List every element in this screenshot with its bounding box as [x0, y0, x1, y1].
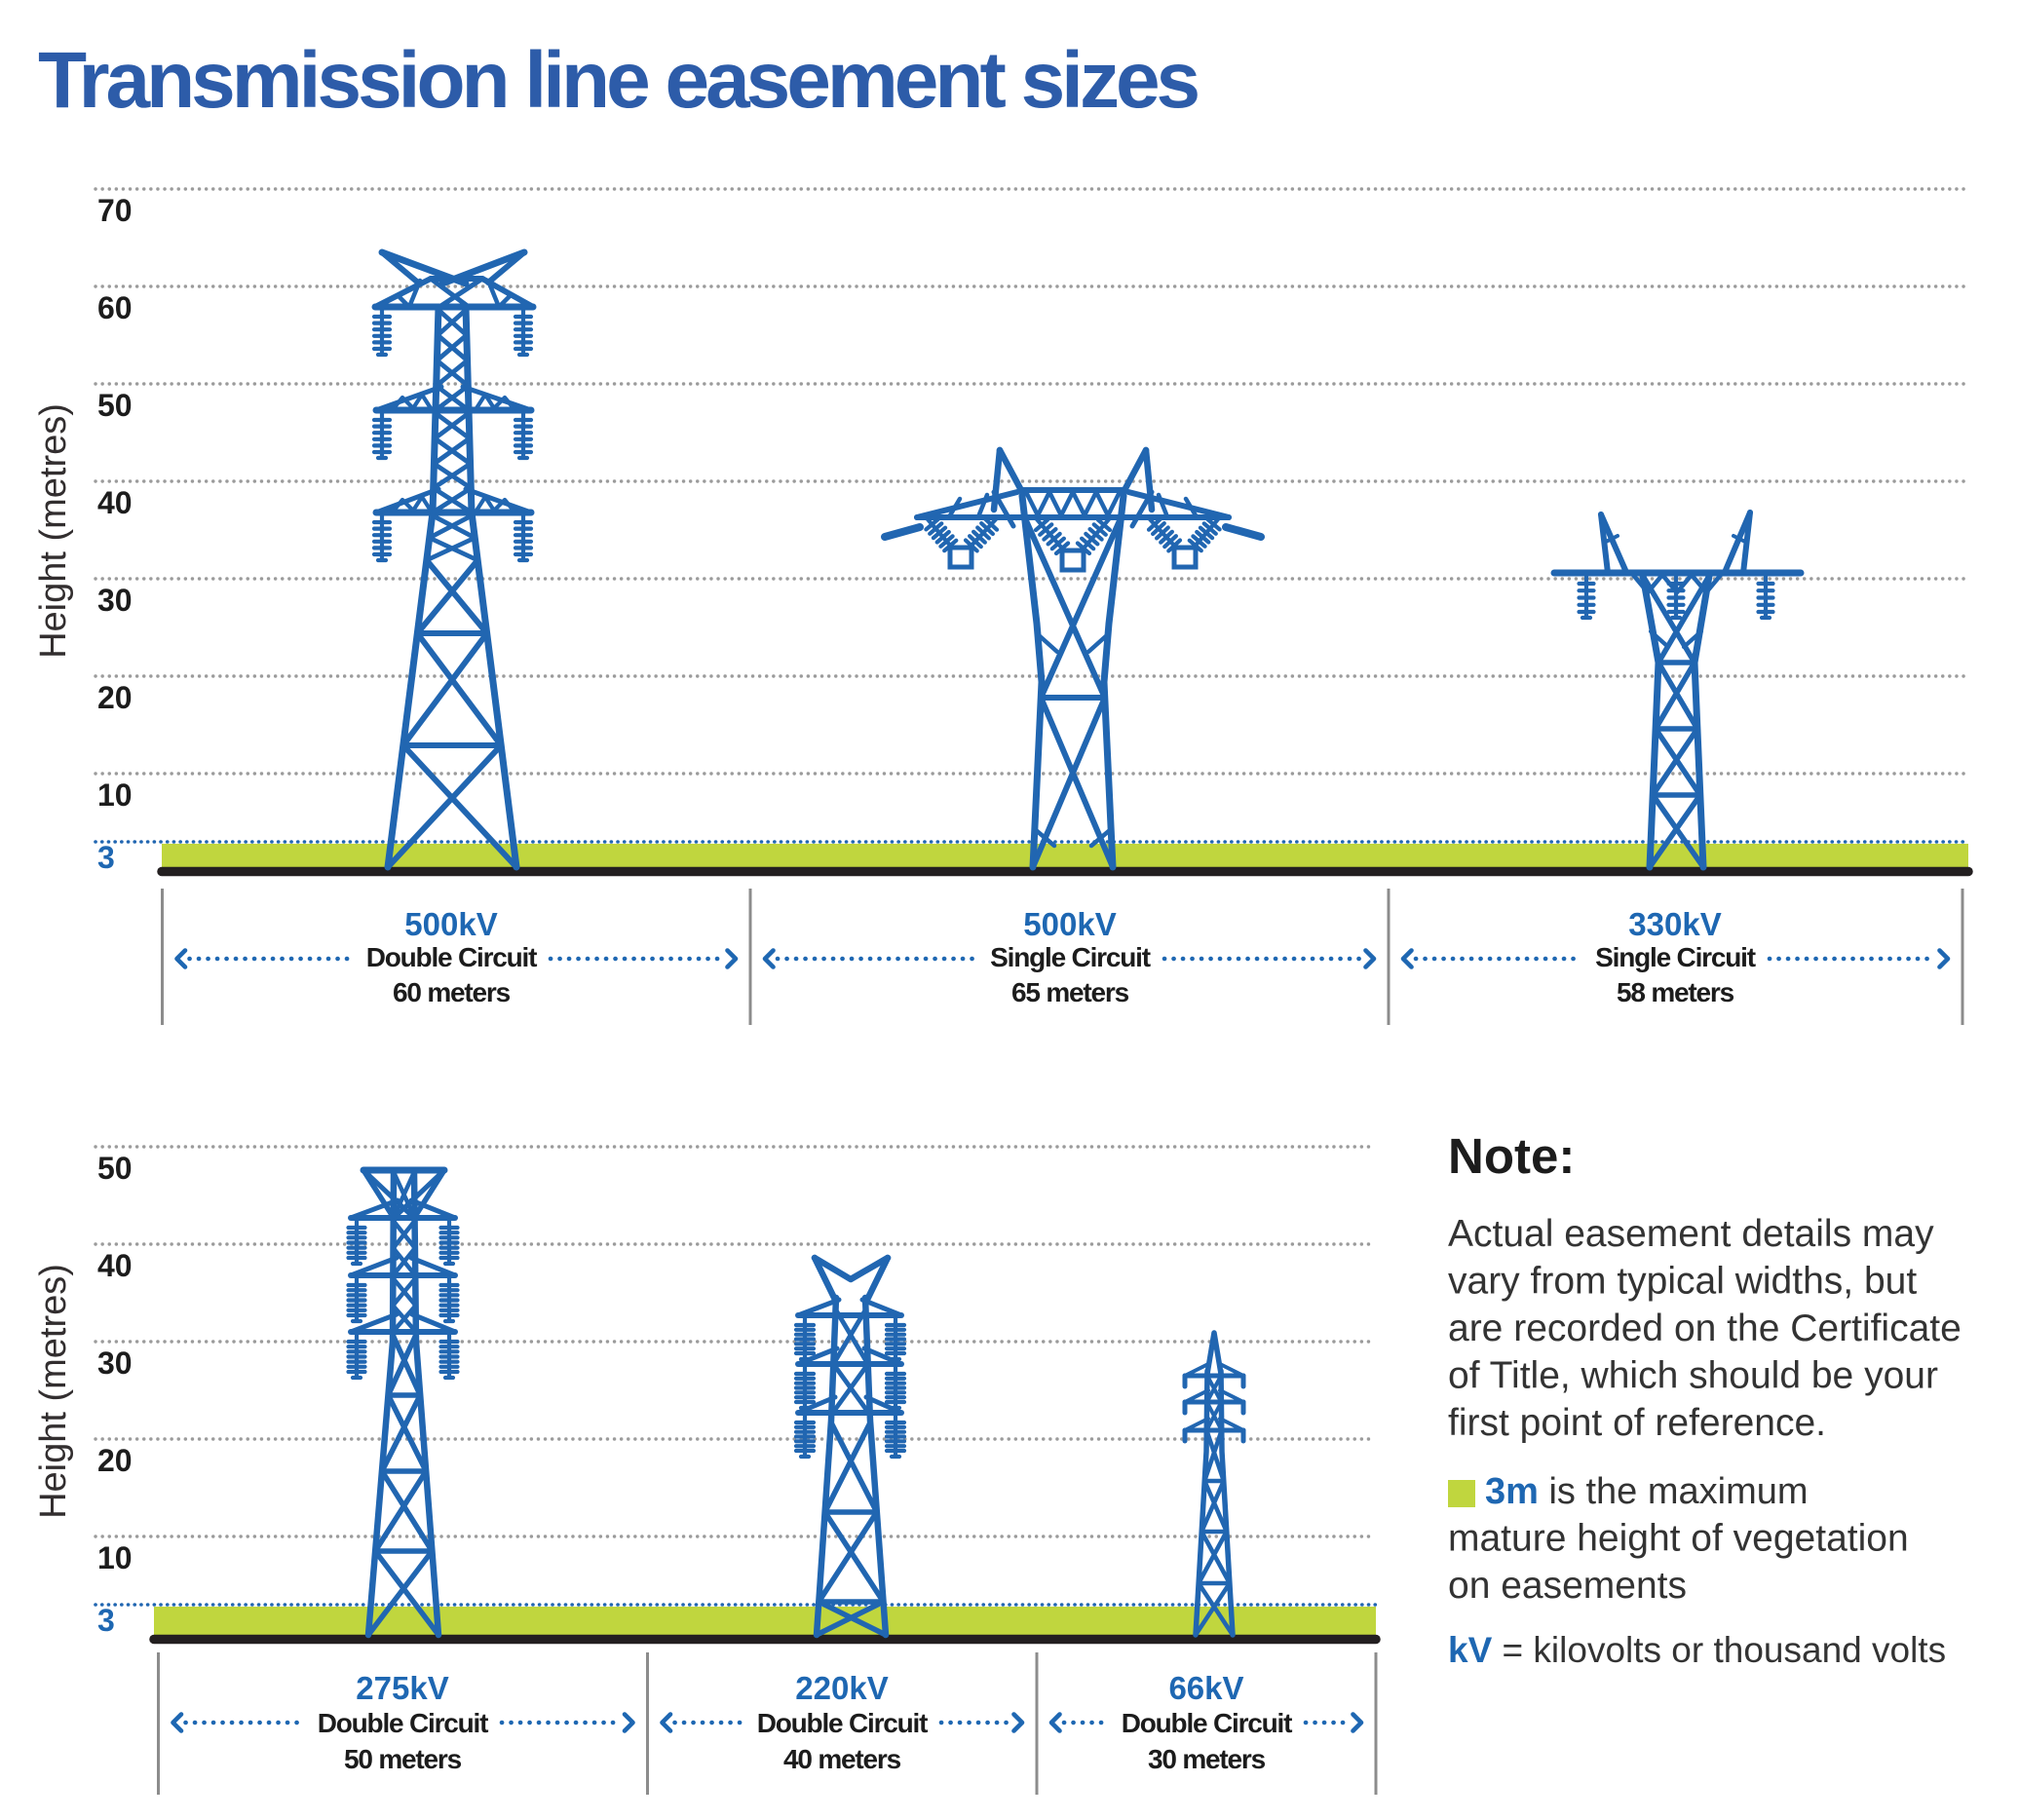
svg-text:kV = kilovolts or thousand vol: kV = kilovolts or thousand volts — [1448, 1630, 1946, 1670]
svg-text:40 meters: 40 meters — [783, 1744, 901, 1774]
svg-text:3m is the maximum: 3m is the maximum — [1485, 1471, 1809, 1512]
svg-text:275kV: 275kV — [356, 1670, 448, 1706]
svg-text:of Title, which should be your: of Title, which should be your — [1448, 1355, 1938, 1397]
svg-text:500kV: 500kV — [1023, 906, 1116, 942]
svg-text:58 meters: 58 meters — [1617, 977, 1734, 1007]
svg-text:vary from typical widths, but: vary from typical widths, but — [1448, 1261, 1917, 1303]
svg-text:70: 70 — [97, 193, 133, 228]
svg-text:Double Circuit: Double Circuit — [318, 1708, 488, 1738]
svg-text:Height (metres): Height (metres) — [33, 1264, 74, 1519]
svg-text:on easements: on easements — [1448, 1565, 1687, 1607]
svg-text:500kV: 500kV — [404, 906, 497, 942]
svg-text:30: 30 — [97, 1346, 133, 1381]
svg-text:30: 30 — [97, 583, 133, 618]
svg-text:65 meters: 65 meters — [1011, 977, 1129, 1007]
svg-text:Transmission line easement siz: Transmission line easement sizes — [38, 36, 1199, 125]
svg-text:30 meters: 30 meters — [1148, 1744, 1266, 1774]
svg-text:20: 20 — [97, 680, 133, 715]
svg-text:40: 40 — [97, 1248, 133, 1283]
svg-text:Height (metres): Height (metres) — [33, 403, 74, 659]
svg-text:3: 3 — [97, 840, 115, 875]
svg-text:are recorded on the Certificat: are recorded on the Certificate — [1448, 1308, 1962, 1349]
svg-text:66kV: 66kV — [1168, 1670, 1243, 1706]
svg-text:60 meters: 60 meters — [393, 977, 511, 1007]
svg-text:3: 3 — [97, 1603, 115, 1638]
svg-text:Actual easement details may: Actual easement details may — [1448, 1213, 1934, 1255]
svg-text:Double Circuit: Double Circuit — [366, 942, 537, 972]
svg-text:330kV: 330kV — [1628, 906, 1721, 942]
svg-text:10: 10 — [97, 777, 133, 813]
svg-text:50: 50 — [97, 1151, 133, 1186]
svg-text:Single Circuit: Single Circuit — [990, 942, 1151, 972]
svg-text:60: 60 — [97, 290, 133, 325]
svg-text:Double Circuit: Double Circuit — [757, 1708, 928, 1738]
svg-text:220kV: 220kV — [795, 1670, 888, 1706]
svg-text:10: 10 — [97, 1540, 133, 1575]
svg-text:50 meters: 50 meters — [344, 1744, 462, 1774]
svg-text:Double Circuit: Double Circuit — [1122, 1708, 1292, 1738]
svg-text:first point of reference.: first point of reference. — [1448, 1402, 1826, 1444]
svg-text:20: 20 — [97, 1443, 133, 1478]
svg-text:Single Circuit: Single Circuit — [1595, 942, 1756, 972]
svg-text:Note:: Note: — [1448, 1128, 1575, 1184]
svg-text:40: 40 — [97, 485, 133, 520]
svg-text:mature height of vegetation: mature height of vegetation — [1448, 1518, 1909, 1560]
svg-text:50: 50 — [97, 388, 133, 423]
